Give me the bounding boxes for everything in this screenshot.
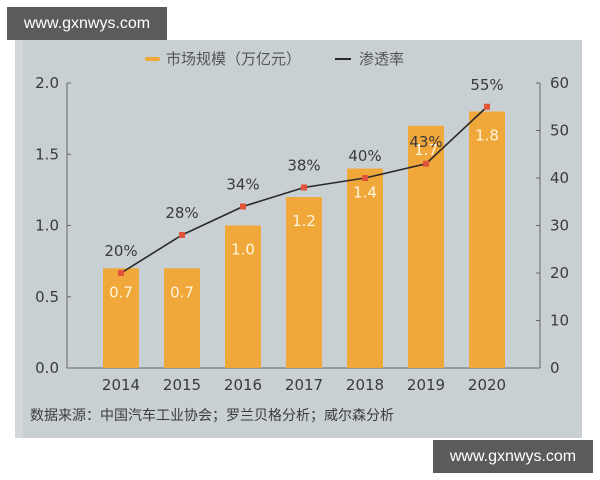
right-axis-tick: 20 <box>550 264 569 282</box>
bar-value-label: 0.7 <box>109 283 133 301</box>
x-axis-tick: 2019 <box>407 376 445 394</box>
legend-bar-label: 市场规模（万亿元） <box>166 50 302 68</box>
bar-2017 <box>286 197 322 368</box>
data-source-note: 数据来源：中国汽车工业协会；罗兰贝格分析；威尔森分析 <box>30 408 394 424</box>
line-marker <box>118 270 124 276</box>
legend-bar-swatch-icon <box>145 56 160 61</box>
bar-value-label: 1.8 <box>475 127 499 145</box>
line-value-label: 40% <box>348 147 381 165</box>
legend-line-label: 渗透率 <box>359 50 405 68</box>
line-marker <box>301 184 307 191</box>
bar-value-label: 1.2 <box>292 212 316 230</box>
right-axis-tick: 40 <box>550 169 569 187</box>
watermark-top: www.gxnwys.com <box>7 7 167 40</box>
left-axis-tick: 2.0 <box>35 74 59 92</box>
bar-value-label: 1.7 <box>414 141 438 159</box>
bar-2016 <box>225 225 261 368</box>
x-axis-tick: 2017 <box>285 376 323 394</box>
right-axis-tick: 60 <box>550 74 569 92</box>
line-value-label: 20% <box>104 242 137 260</box>
line-value-label: 34% <box>226 176 259 194</box>
left-axis-tick: 0.0 <box>35 359 59 377</box>
panel-edge <box>15 40 23 438</box>
line-marker <box>484 103 490 110</box>
left-axis-tick: 1.0 <box>35 217 59 235</box>
x-axis-tick: 2020 <box>468 376 506 394</box>
line-value-label: 43% <box>409 133 442 151</box>
x-axis-tick: 2014 <box>102 376 140 394</box>
right-axis-tick: 10 <box>550 312 569 330</box>
left-axis-tick: 1.5 <box>35 145 59 163</box>
line-marker <box>179 232 185 238</box>
left-axis-tick: 0.5 <box>35 288 59 306</box>
bar-value-label: 1.0 <box>231 241 255 259</box>
right-axis-tick: 50 <box>550 122 569 140</box>
bar-2020 <box>469 111 505 368</box>
chart-legend: 市场规模（万亿元） 渗透率 <box>145 48 404 69</box>
line-marker <box>240 203 246 210</box>
bar-2018 <box>347 168 383 368</box>
bar-2014 <box>103 268 139 368</box>
x-axis-tick: 2018 <box>346 376 384 394</box>
line-value-label: 28% <box>165 204 198 222</box>
x-axis-tick: 2016 <box>224 376 262 394</box>
right-axis-tick: 0 <box>550 359 560 377</box>
legend-line-swatch-icon <box>335 57 352 60</box>
watermark-bottom: www.gxnwys.com <box>433 440 593 473</box>
bar-2015 <box>164 268 200 368</box>
bar-value-label: 1.4 <box>353 184 377 202</box>
x-axis-tick: 2015 <box>163 376 201 394</box>
bar-value-label: 0.7 <box>170 283 194 301</box>
line-value-label: 55% <box>470 76 503 94</box>
line-value-label: 38% <box>287 157 320 175</box>
line-marker <box>362 175 368 181</box>
line-marker <box>423 160 429 167</box>
right-axis-tick: 30 <box>550 217 569 235</box>
